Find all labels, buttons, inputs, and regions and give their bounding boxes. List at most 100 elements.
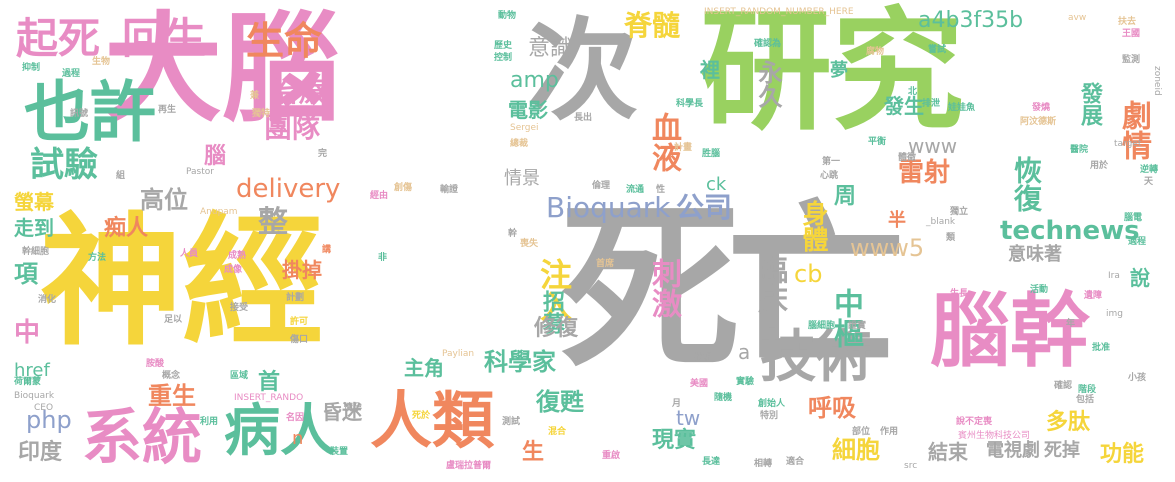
word-cloud-term: 混合 bbox=[548, 427, 567, 437]
word-cloud-term: 月 bbox=[672, 399, 682, 409]
word-cloud-term: 心跳 bbox=[820, 171, 839, 181]
word-cloud-term: 發生 bbox=[884, 94, 924, 118]
word-cloud-term: 遺障 bbox=[1084, 291, 1103, 301]
word-cloud-term: 計劃 bbox=[286, 293, 305, 303]
word-cloud-term: n bbox=[292, 428, 304, 449]
word-cloud-term: Paylian bbox=[442, 349, 475, 359]
word-cloud-term: target bbox=[1114, 139, 1142, 149]
word-cloud-term: Bioquark bbox=[14, 391, 55, 401]
word-cloud-term: 獨立 bbox=[950, 207, 969, 217]
word-cloud-term: 作用 bbox=[880, 427, 899, 437]
word-cloud-term: 刺激 bbox=[646, 258, 681, 318]
word-cloud-term: Bioquark bbox=[546, 191, 671, 224]
word-cloud-term: 腐物 bbox=[866, 47, 885, 57]
word-cloud-term: 特別 bbox=[760, 411, 779, 421]
word-cloud-term: 整 bbox=[258, 205, 288, 240]
word-cloud-term: 首席 bbox=[596, 259, 615, 269]
word-cloud-term: 傷口 bbox=[290, 335, 309, 345]
word-cloud-term: 確認為 bbox=[754, 39, 782, 49]
word-cloud-term: 總裁 bbox=[510, 139, 529, 149]
word-cloud-term: 永久 bbox=[754, 60, 782, 108]
word-cloud-term: CEO bbox=[34, 403, 54, 413]
word-cloud-term: 說 bbox=[1130, 266, 1150, 290]
word-cloud-term: Pastor bbox=[186, 167, 214, 177]
word-cloud-term: 胜腦 bbox=[702, 149, 721, 159]
word-cloud-term: 重啟 bbox=[602, 451, 621, 461]
word-cloud-term: 意味著 bbox=[1008, 244, 1062, 265]
word-cloud-term: 非 bbox=[378, 253, 388, 263]
word-cloud-term: 平衡 bbox=[868, 137, 887, 147]
word-cloud-term: 美國 bbox=[690, 379, 709, 389]
word-cloud-term: img bbox=[1106, 309, 1123, 319]
word-cloud-term: 中 bbox=[14, 318, 41, 348]
word-cloud-term: 性 bbox=[656, 185, 666, 195]
word-cloud-term: 首 bbox=[258, 370, 281, 395]
word-cloud-term: 成像 bbox=[224, 265, 243, 275]
word-cloud-term: 生物 bbox=[92, 57, 111, 67]
word-cloud-term: 阿汶德斯 bbox=[1020, 117, 1057, 127]
word-cloud-term: 計畫 bbox=[674, 143, 693, 153]
word-cloud-term: 情景 bbox=[504, 168, 540, 189]
word-cloud-term: ck bbox=[706, 174, 727, 195]
word-cloud-term: 歷史 bbox=[494, 41, 513, 51]
word-cloud-term: 重生 bbox=[148, 382, 196, 410]
word-cloud-term: 痴人 bbox=[104, 216, 149, 241]
word-cloud-term: 北 bbox=[908, 87, 918, 97]
word-cloud-term: 周 bbox=[834, 184, 857, 209]
word-cloud-term: 腦 bbox=[204, 144, 227, 169]
word-cloud-term: 細胞 bbox=[832, 436, 880, 464]
word-cloud-term: 印度 bbox=[18, 440, 63, 465]
word-cloud-term: 招募 bbox=[539, 290, 564, 334]
word-cloud-term: 組 bbox=[116, 171, 126, 181]
word-cloud-term: 區域 bbox=[230, 371, 249, 381]
word-cloud-term: 病人 bbox=[224, 399, 336, 464]
word-cloud-term: 消化 bbox=[38, 295, 57, 305]
word-cloud-term: amp bbox=[510, 68, 559, 93]
word-cloud-term: 昏迷 bbox=[322, 400, 362, 424]
word-cloud-term: 批准 bbox=[1092, 343, 1111, 353]
word-cloud-term: 類 bbox=[946, 233, 956, 243]
word-cloud-term: 許可 bbox=[290, 317, 309, 327]
word-cloud-term: 復甦 bbox=[536, 388, 584, 416]
word-cloud-term: 足以 bbox=[164, 315, 183, 325]
word-cloud-term: 證實 bbox=[848, 321, 867, 331]
word-cloud-term: 大腦 bbox=[104, 0, 341, 138]
word-cloud-term: 隨機 bbox=[714, 393, 733, 403]
word-cloud-term: 脊髓 bbox=[624, 9, 681, 42]
word-cloud-term: 電影 bbox=[508, 98, 548, 122]
word-cloud-term: 年 bbox=[1066, 319, 1076, 329]
word-cloud-term: 再生 bbox=[158, 105, 177, 115]
word-cloud-term: www5 bbox=[850, 234, 925, 262]
word-cloud-term: 結束 bbox=[928, 440, 968, 464]
word-cloud-term: 試驗 bbox=[30, 145, 98, 185]
word-cloud-term: 呼吸 bbox=[808, 394, 856, 422]
word-cloud-term: 幹細胞 bbox=[22, 247, 50, 257]
word-cloud-term: 生命 bbox=[246, 19, 323, 63]
word-cloud-term: 夢 bbox=[830, 60, 848, 81]
word-cloud-term: 走到 bbox=[14, 216, 54, 240]
word-cloud-term: 接受 bbox=[230, 303, 249, 313]
word-cloud-term: 天 bbox=[1144, 177, 1154, 187]
word-cloud-term: 次 bbox=[528, 7, 638, 135]
word-cloud-term: 王國 bbox=[1122, 29, 1141, 39]
word-cloud-term: 過程 bbox=[62, 69, 81, 79]
word-cloud-term: 實驗 bbox=[736, 377, 755, 387]
word-cloud-term: 醫院 bbox=[1070, 145, 1089, 155]
word-cloud-term: 控制 bbox=[494, 53, 513, 63]
word-cloud-term: technews bbox=[1000, 216, 1140, 246]
word-cloud-term: 人類 bbox=[370, 384, 495, 457]
word-cloud-term: tw bbox=[676, 406, 701, 430]
word-cloud-term: 臨床 bbox=[752, 254, 787, 314]
word-cloud-term: 功能 bbox=[1100, 442, 1145, 467]
word-cloud-term: 抑制 bbox=[22, 63, 41, 73]
word-cloud-term: 訊號 bbox=[70, 109, 89, 119]
word-cloud-term: Ira bbox=[1108, 271, 1120, 281]
word-cloud-term: _blank bbox=[926, 217, 956, 227]
word-cloud-term: zoneid bbox=[1152, 66, 1162, 96]
word-cloud-term: 注入 bbox=[535, 258, 573, 322]
word-cloud-term: 賓州生物科技公司 bbox=[958, 431, 1031, 441]
word-cloud-term: 發燒 bbox=[1032, 103, 1051, 113]
word-cloud-term: 人員 bbox=[180, 249, 199, 259]
word-cloud-term: 情孕 bbox=[344, 403, 363, 413]
word-cloud-term: 裝置 bbox=[330, 447, 349, 457]
